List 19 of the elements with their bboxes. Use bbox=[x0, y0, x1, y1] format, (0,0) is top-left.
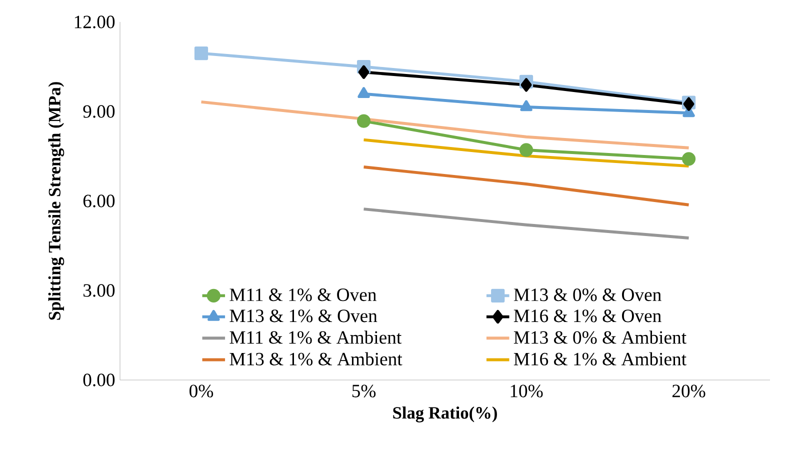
y-tick-label: 0.00 bbox=[83, 374, 115, 386]
legend-label: M16 & 1% & Ambient bbox=[514, 352, 686, 366]
y-tick-label: 6.00 bbox=[83, 194, 115, 208]
y-tick-label: 9.00 bbox=[83, 105, 115, 118]
legend-label: M16 & 1% & Oven bbox=[514, 310, 662, 322]
x-axis-title: Slag Ratio(%) bbox=[393, 406, 497, 422]
x-tick-label: 5% bbox=[352, 384, 376, 398]
legend-label: M11 & 1% & Oven bbox=[230, 288, 376, 302]
legend-label: M11 & 1% & Ambient bbox=[230, 330, 402, 344]
legend-label: M13 & 0% & Oven bbox=[514, 288, 662, 302]
legend-label: M13 & 1% & Ambient bbox=[230, 352, 402, 366]
y-axis-title: Splitting Tensile Strength (MPa) bbox=[48, 82, 64, 320]
x-tick-label: 10% bbox=[510, 384, 543, 398]
x-tick-label: 20% bbox=[672, 384, 706, 398]
y-tick-label: 12.00 bbox=[74, 16, 115, 28]
y-tick-label: 3.00 bbox=[84, 284, 115, 297]
legend-label: M13 & 1% & Oven bbox=[230, 310, 378, 322]
x-tick-label: 0% bbox=[190, 384, 214, 398]
legend-label: M13 & 0% & Ambient bbox=[514, 330, 686, 344]
